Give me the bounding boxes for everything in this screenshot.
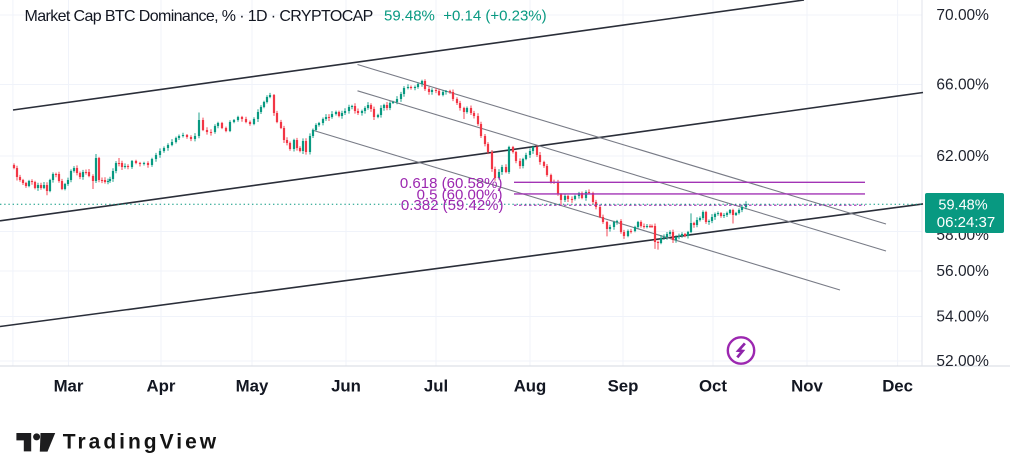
svg-text:Jun: Jun [331, 377, 361, 396]
svg-text:59.48% +0.14 (+0.23%): 59.48% +0.14 (+0.23%) [384, 8, 547, 25]
svg-text:TradingView: TradingView [63, 431, 219, 454]
svg-text:0.618 (60.58%): 0.618 (60.58%) [400, 175, 503, 192]
svg-text:06:24:37: 06:24:37 [937, 214, 995, 231]
svg-text:Dec: Dec [882, 377, 913, 396]
svg-text:Jul: Jul [424, 377, 448, 396]
svg-text:62.00%: 62.00% [936, 148, 989, 165]
svg-text:0.382 (59.42%): 0.382 (59.42%) [401, 197, 504, 214]
svg-text:Mar: Mar [54, 377, 84, 396]
svg-text:70.00%: 70.00% [936, 7, 989, 24]
svg-text:Nov: Nov [791, 377, 823, 396]
svg-text:Sep: Sep [608, 377, 639, 396]
svg-text:Aug: Aug [514, 377, 547, 396]
svg-text:52.00%: 52.00% [936, 353, 989, 370]
svg-text:Oct: Oct [699, 377, 727, 396]
svg-text:66.00%: 66.00% [936, 77, 989, 94]
svg-text:54.00%: 54.00% [936, 309, 989, 326]
svg-text:Apr: Apr [147, 377, 176, 396]
svg-text:59.48%: 59.48% [938, 198, 987, 214]
svg-text:Market Cap BTC Dominance, % ·: Market Cap BTC Dominance, % · 1D · CRYPT… [25, 8, 373, 25]
svg-text:May: May [236, 377, 269, 396]
svg-text:0.5 (60.00%): 0.5 (60.00%) [417, 187, 503, 204]
svg-text:56.00%: 56.00% [936, 263, 989, 280]
